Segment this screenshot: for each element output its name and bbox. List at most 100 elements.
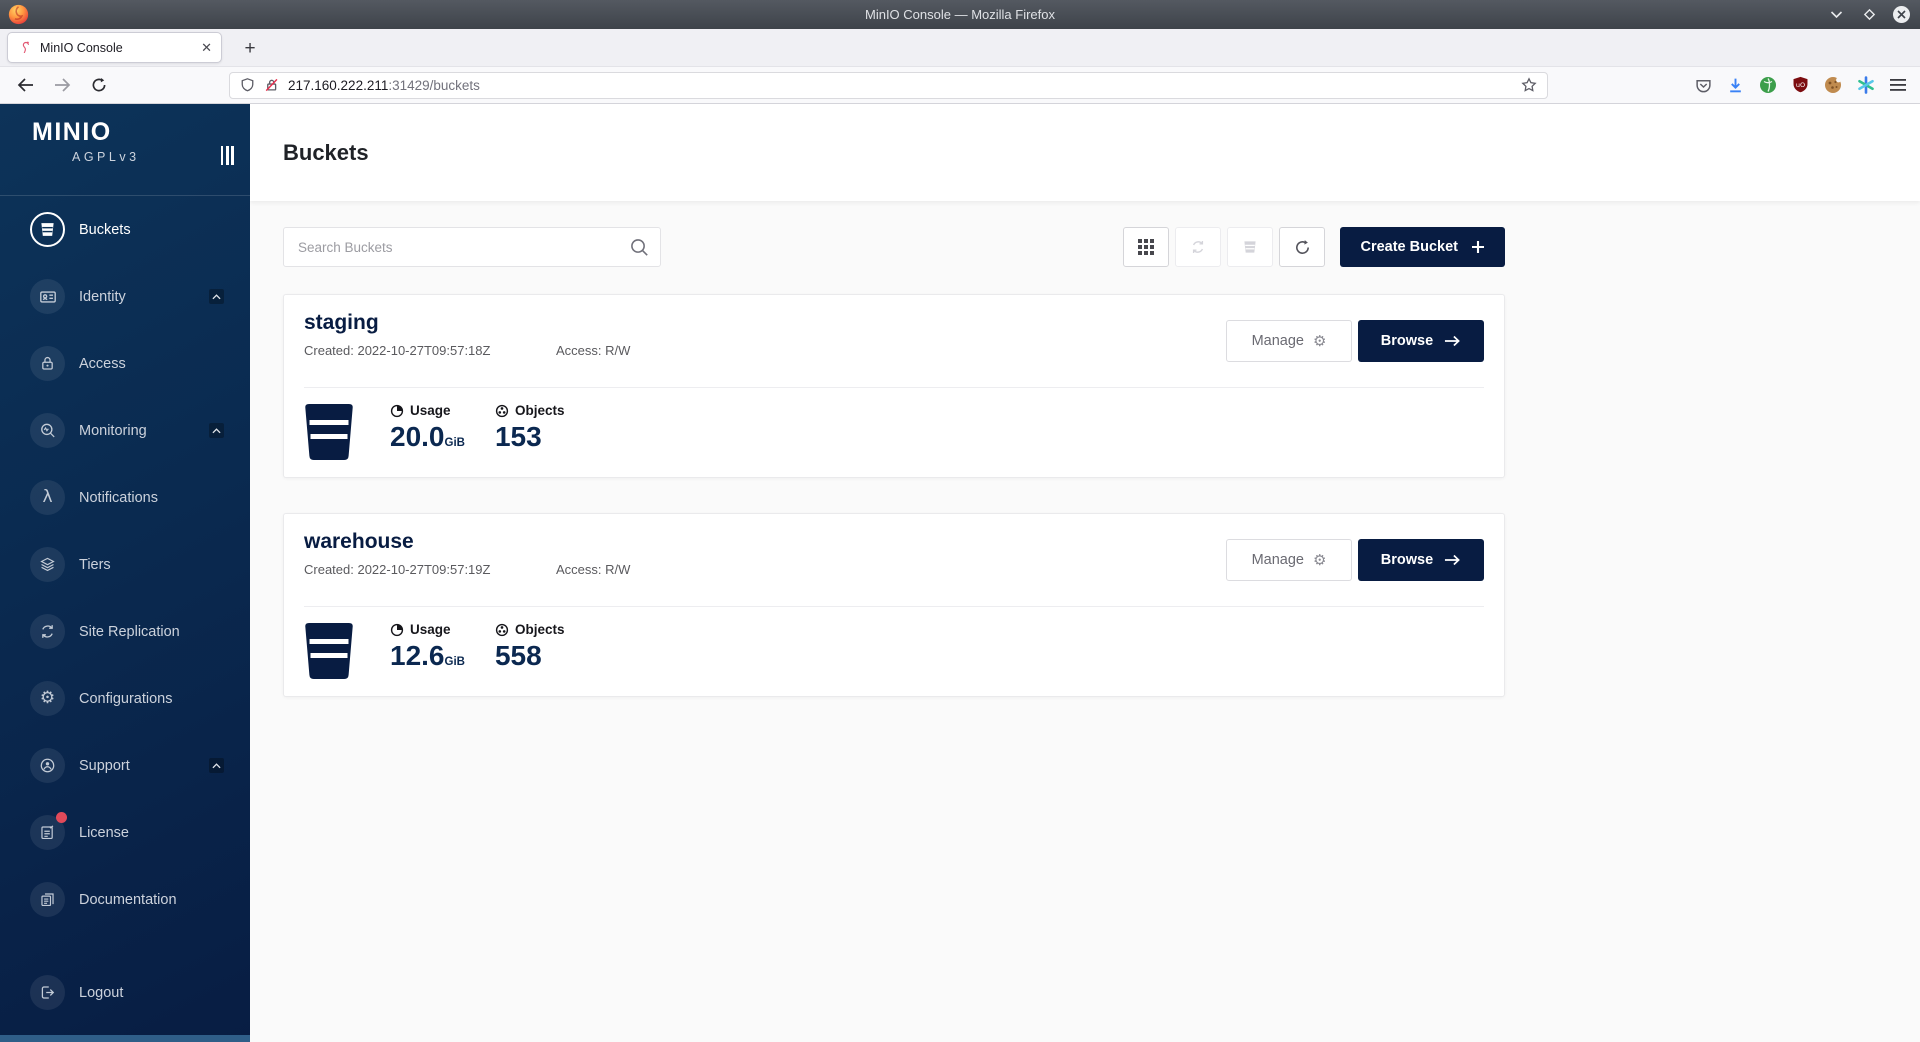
sidebar-collapse-icon[interactable] [220,146,234,165]
license-alert-badge [56,812,67,823]
chevron-up-icon[interactable] [209,758,224,773]
extension-green-icon[interactable] [1759,76,1777,94]
sidebar-item-label: Buckets [79,221,131,238]
sidebar-item-logout[interactable]: Logout [0,959,250,1026]
firefox-logo-icon [8,4,29,25]
arrow-right-icon [1445,335,1461,347]
sidebar-item-documentation[interactable]: Documentation [0,866,250,933]
window-close-icon[interactable] [1893,6,1910,23]
menu-hamburger-icon[interactable] [1890,78,1906,92]
window-title: MinIO Console — Mozilla Firefox [865,7,1055,22]
new-tab-button[interactable]: + [244,38,256,59]
sidebar-item-label: Site Replication [79,623,180,640]
page-title: Buckets [283,139,369,165]
gear-icon: ⚙ [30,681,65,716]
create-bucket-label: Create Bucket [1360,239,1458,255]
tab-minio-console[interactable]: MinIO Console ✕ [7,32,222,63]
sidebar-scrollbar[interactable] [0,1035,250,1042]
svg-text:uO: uO [1796,81,1805,89]
reload-icon[interactable] [84,71,114,99]
sidebar-item-label: Access [79,355,126,372]
downloads-icon[interactable] [1727,77,1744,94]
objects-value: 153 [494,421,542,452]
manage-button[interactable]: Manage ⚙ [1226,539,1352,581]
grid-icon [1138,239,1155,255]
objects-value: 558 [494,640,542,671]
gear-icon: ⚙ [1312,551,1327,569]
search-icon [631,239,648,256]
lambda-icon: λ [30,480,65,515]
cookie-extension-icon[interactable] [1824,76,1842,94]
browse-button[interactable]: Browse [1358,320,1484,362]
bucket-outline-icon [1244,241,1257,253]
tab-close-icon[interactable]: ✕ [201,40,212,55]
forward-icon[interactable] [47,71,77,99]
usage-stat: Usage 20.0GiB [390,403,465,461]
usage-stat: Usage 12.6GiB [390,622,465,680]
usage-label: Usage [410,403,451,418]
manage-button[interactable]: Manage ⚙ [1226,320,1352,362]
bucket-icon-large [305,623,353,679]
monitoring-magnifier-icon [30,413,65,448]
objects-stat: Objects 558 [495,622,565,680]
buckets-toolbar: Create Bucket [283,227,1505,267]
starburst-extension-icon[interactable] [1857,76,1875,94]
usage-unit: GiB [444,656,465,668]
sidebar-item-support[interactable]: Support [0,732,250,799]
replication-arrows-icon [30,614,65,649]
bucket-name-link[interactable]: staging [304,311,379,334]
insecure-lock-icon[interactable] [264,77,279,93]
sidebar-item-access[interactable]: Access [0,330,250,397]
pocket-icon[interactable] [1695,77,1712,94]
sidebar-item-monitoring[interactable]: Monitoring [0,397,250,464]
window-maximize-icon[interactable] [1860,6,1878,24]
browser-navbar: 217.160.222.211:31429/buckets uO [0,66,1920,104]
chevron-up-icon[interactable] [209,423,224,438]
sidebar-item-identity[interactable]: Identity [0,263,250,330]
sidebar: MINIO AGPLv3 Buckets [0,104,250,1042]
browse-label: Browse [1380,333,1434,349]
browse-button[interactable]: Browse [1358,539,1484,581]
sidebar-item-label: Logout [79,984,124,1001]
page-header: Buckets [250,104,1920,201]
bucket-access: Access: R/W [556,562,631,577]
refresh-button[interactable] [1279,227,1326,267]
create-bucket-button[interactable]: Create Bucket [1340,227,1505,267]
url-bar[interactable]: 217.160.222.211:31429/buckets [229,71,1548,99]
search-input[interactable] [283,227,661,267]
documentation-pages-icon [30,882,65,917]
sidebar-divider [0,195,250,196]
sidebar-item-tiers[interactable]: Tiers [0,531,250,598]
usage-label: Usage [410,622,451,637]
tab-title: MinIO Console [40,40,123,55]
sidebar-item-buckets[interactable]: Buckets [0,196,250,263]
url-text[interactable]: 217.160.222.211:31429/buckets [288,78,480,93]
bucket-icon-large [305,404,353,460]
sidebar-item-license[interactable]: License [0,799,250,866]
ublock-origin-icon[interactable]: uO [1792,76,1809,94]
grid-view-button[interactable] [1123,227,1170,267]
support-headset-icon [30,748,65,783]
url-path: :31429/buckets [388,77,480,93]
bucket-created: Created: 2022-10-27T09:57:18Z [304,343,491,358]
chevron-up-icon[interactable] [209,289,224,304]
replication-status-button [1175,227,1222,267]
minio-flamingo-favicon [22,41,29,54]
back-icon[interactable] [10,71,40,99]
usage-value: 20.0 [390,421,445,452]
bookmark-star-icon[interactable] [1521,77,1537,93]
sidebar-item-site-replication[interactable]: Site Replication [0,598,250,665]
sidebar-item-label: Notifications [79,489,158,506]
window-minimize-icon[interactable] [1827,6,1845,24]
bucket-access: Access: R/W [556,343,631,358]
delete-bucket-button [1227,227,1274,267]
objects-icon [495,623,509,636]
bucket-card-staging: staging Created: 2022-10-27T09:57:18Z Ac… [283,294,1505,478]
sidebar-item-configurations[interactable]: ⚙ Configurations [0,665,250,732]
bucket-card-warehouse: warehouse Created: 2022-10-27T09:57:19Z … [283,513,1505,697]
bucket-name-link[interactable]: warehouse [304,530,414,553]
tracking-shield-icon[interactable] [240,77,255,93]
lock-icon [30,346,65,381]
license-document-icon [30,812,67,850]
sidebar-item-notifications[interactable]: λ Notifications [0,464,250,531]
